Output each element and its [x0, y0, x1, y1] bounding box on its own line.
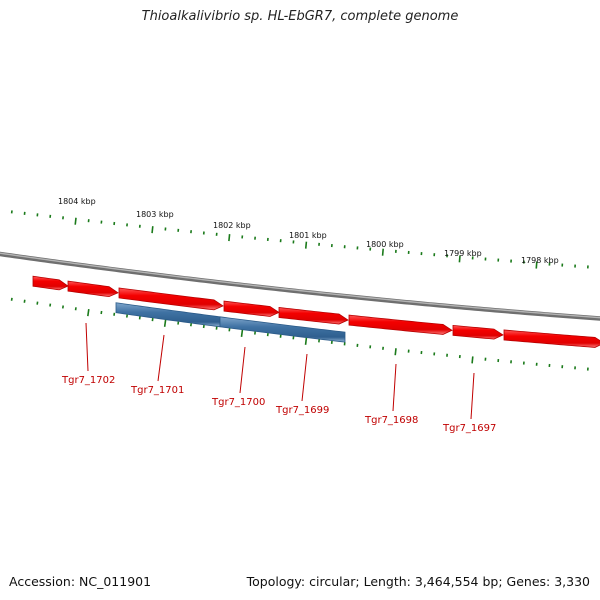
accession-text: Accession: NC_011901: [9, 574, 152, 589]
gene-label-leader: [239, 346, 246, 394]
gene-arrow[interactable]: [223, 300, 280, 317]
scale-label: 1799 kbp: [444, 249, 482, 258]
gene-arrow[interactable]: [503, 329, 600, 348]
gene-label-leader: [157, 334, 165, 382]
scale-label: 1802 kbp: [213, 221, 251, 230]
scale-labels: 1804 kbp 1803 kbp 1802 kbp 1801 kbp 1800 kbp…: [58, 197, 559, 265]
inner-major-tick: [87, 309, 90, 317]
outer-major-tick: [228, 234, 231, 242]
inner-major-tick: [163, 319, 167, 327]
gene-label[interactable]: Tgr7_1697: [442, 423, 496, 434]
gene-arrow[interactable]: [32, 275, 69, 291]
inner-major-tick: [471, 356, 474, 364]
inner-major-tick: [304, 337, 308, 345]
scale-label: 1803 kbp: [136, 210, 174, 219]
gene-label-leader: [301, 353, 308, 402]
gene-label[interactable]: Tgr7_1701: [130, 385, 184, 396]
inner-scale-ticks: [10, 297, 589, 371]
gene-arrow[interactable]: [67, 280, 119, 298]
gene-labels[interactable]: Tgr7_1702 Tgr7_1701 Tgr7_1700 Tgr7_1699 Tgr7…: [61, 322, 496, 434]
inner-major-tick: [394, 348, 397, 356]
scale-label: 1801 kbp: [289, 231, 327, 240]
outer-major-tick: [151, 226, 154, 234]
gene-arrow[interactable]: [348, 314, 453, 335]
scale-label: 1804 kbp: [58, 197, 96, 206]
gene-label-leader: [392, 363, 397, 412]
gene-label[interactable]: Tgr7_1700: [211, 397, 265, 408]
gene-track[interactable]: [32, 275, 600, 348]
outer-major-tick: [74, 217, 77, 225]
gene-label[interactable]: Tgr7_1702: [61, 375, 115, 386]
scale-label: 1798 kbp: [521, 256, 559, 265]
genome-summary: Topology: circular; Length: 3,464,554 bp…: [246, 574, 590, 589]
gene-arrow[interactable]: [118, 287, 224, 311]
gene-arrow[interactable]: [452, 324, 504, 340]
scale-label: 1800 kbp: [366, 240, 404, 249]
outer-major-tick: [535, 261, 538, 269]
outer-scale-ticks: [10, 210, 589, 269]
outer-major-tick: [381, 248, 384, 256]
gene-label-leader: [85, 322, 89, 372]
gene-arrow[interactable]: [278, 307, 349, 325]
selected-gene-bar[interactable]: [219, 316, 346, 343]
gene-label[interactable]: Tgr7_1698: [364, 415, 418, 426]
inner-major-tick: [240, 329, 244, 338]
gene-label[interactable]: Tgr7_1699: [275, 405, 329, 416]
map-title: Thioalkalivibrio sp. HL-EbGR7, complete …: [141, 9, 459, 24]
outer-major-tick: [458, 255, 461, 263]
gene-label-leader: [470, 372, 475, 420]
outer-major-tick: [304, 241, 308, 249]
genome-backbone: [0, 251, 600, 321]
